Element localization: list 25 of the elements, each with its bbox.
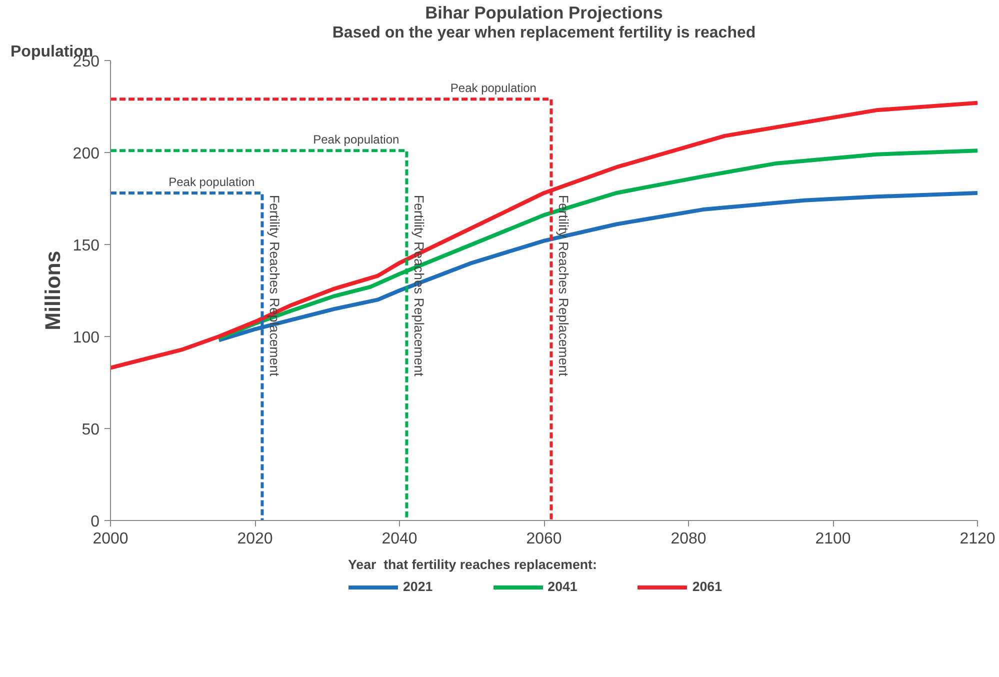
annotation: Peak population — [168, 174, 255, 189]
x-tick-label: 2020 — [237, 530, 273, 548]
annotation: Fertility Reaches Replacement — [556, 194, 572, 377]
legend-label: 2061 — [692, 579, 722, 594]
annotation: Peak population — [313, 132, 400, 147]
x-tick-label: 2040 — [382, 530, 418, 548]
y-tick-label: 100 — [72, 330, 100, 346]
y-tick-label: 50 — [82, 422, 100, 438]
x-tick-label: 2100 — [815, 530, 851, 548]
annotation: Fertility Reaches Replacement — [412, 194, 427, 377]
y-tick-label: 0 — [90, 514, 100, 530]
x-tick-label: 2120 — [960, 530, 996, 548]
x-tick-label: 2080 — [670, 530, 706, 548]
legend-label: 2041 — [548, 579, 578, 594]
annotation: Fertility Reaches Replacement — [267, 194, 282, 377]
x-tick-label: 2000 — [92, 530, 128, 548]
x-tick-label: 2060 — [526, 530, 562, 548]
y-axis-title: Millions — [40, 250, 65, 330]
chart-title: Bihar Population Projections — [425, 2, 663, 22]
legend-label: 2021 — [403, 579, 433, 594]
legend-title: Year that fertility reaches replacement: — [348, 556, 598, 572]
annotation: Peak population — [450, 81, 536, 96]
y-tick-label: 150 — [72, 238, 100, 254]
y-tick-label: 200 — [72, 146, 100, 162]
chart-subtitle: Based on the year when replacement fertility is reached — [332, 24, 756, 42]
